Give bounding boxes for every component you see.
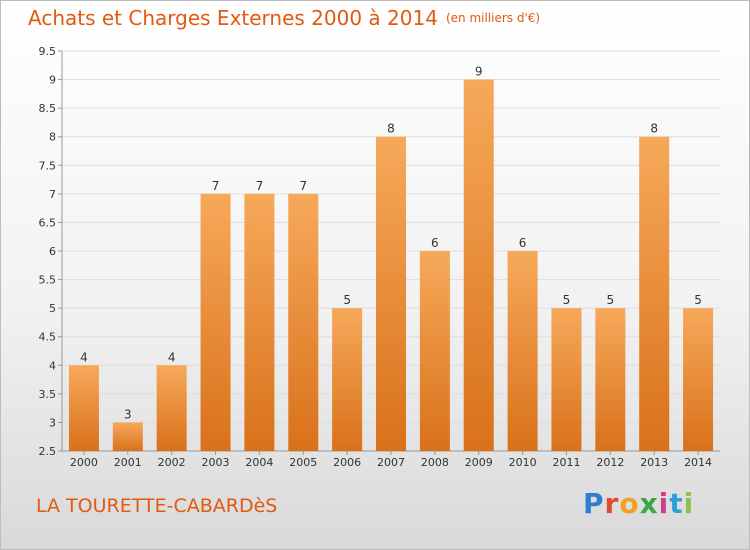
x-tick-label: 2000 (70, 456, 98, 469)
y-tick-label: 2.5 (39, 445, 57, 458)
bar-value-label: 7 (212, 179, 220, 193)
x-tick-label: 2011 (552, 456, 580, 469)
x-tick-label: 2005 (289, 456, 317, 469)
bar-value-label: 4 (168, 350, 176, 364)
bar (112, 422, 143, 451)
logo-letter: P (583, 487, 605, 520)
x-tick-label: 2004 (245, 456, 273, 469)
y-tick-label: 7.5 (39, 159, 57, 172)
logo-letter: i (658, 487, 670, 520)
logo-letter: o (619, 487, 640, 520)
bar-value-label: 8 (650, 122, 658, 136)
bar-value-label: 6 (519, 236, 527, 250)
bar-value-label: 9 (475, 65, 483, 79)
y-tick-label: 4.5 (39, 331, 57, 344)
chart-title: Achats et Charges Externes 2000 à 2014 (e… (28, 6, 540, 30)
y-tick-label: 3 (49, 416, 56, 429)
bar (332, 308, 363, 451)
bar (639, 136, 670, 451)
x-tick-label: 2003 (202, 456, 230, 469)
title-unit: (en milliers d'€) (445, 11, 541, 25)
x-tick-label: 2008 (421, 456, 449, 469)
bar-value-label: 7 (256, 179, 264, 193)
bar (200, 193, 231, 451)
bar (595, 308, 626, 451)
bar (551, 308, 582, 451)
x-tick-label: 2012 (596, 456, 624, 469)
bar (376, 136, 406, 451)
x-tick-label: 2007 (377, 456, 405, 469)
x-tick-label: 2002 (158, 456, 186, 469)
bar-value-label: 5 (694, 293, 702, 307)
x-tick-label: 2009 (465, 456, 493, 469)
bar (507, 251, 538, 451)
bar-value-label: 8 (387, 122, 395, 136)
x-tick-label: 2010 (509, 456, 537, 469)
labels: 4 2000 3 2001 4 2002 7 2003 7 2004 7 2005 5 2006 8 2007… (70, 65, 712, 469)
bar (463, 79, 494, 452)
bar (288, 193, 319, 451)
bars (68, 79, 714, 452)
bar (244, 193, 275, 451)
y-tick-label: 9 (49, 74, 56, 87)
commune-name: LA TOURETTE-CABARDèS (36, 495, 278, 517)
logo-letter: x (639, 487, 659, 520)
title-text: Achats et Charges Externes 2000 à 2014 (28, 6, 438, 30)
logo-letter: t (669, 487, 684, 520)
bar-value-label: 4 (80, 350, 88, 364)
bar-value-label: 5 (563, 293, 571, 307)
proxiti-logo: Proxiti (583, 487, 694, 520)
bar-value-label: 5 (343, 293, 351, 307)
logo-letter: r (604, 487, 620, 520)
y-tick-label: 7 (49, 188, 56, 201)
y-tick-label: 3.5 (39, 388, 57, 401)
bar-value-label: 6 (431, 236, 439, 250)
y-tick-label: 8.5 (39, 102, 57, 115)
x-tick-label: 2006 (333, 456, 361, 469)
bar (419, 251, 450, 451)
x-tick-label: 2014 (684, 456, 712, 469)
y-tick-label: 6.5 (39, 216, 57, 229)
bar-value-label: 7 (299, 179, 307, 193)
x-tick-label: 2001 (114, 456, 142, 469)
x-tick-label: 2013 (640, 456, 668, 469)
bar (683, 308, 714, 451)
logo-letter: i (683, 487, 695, 520)
y-tick-label: 8 (49, 131, 56, 144)
bar (68, 365, 99, 451)
y-tick-label: 9.5 (39, 45, 57, 58)
bar (156, 365, 187, 451)
y-tick-label: 4 (49, 359, 56, 372)
y-tick-label: 5 (49, 302, 56, 315)
y-tick-label: 5.5 (39, 274, 57, 287)
bar-value-label: 5 (607, 293, 615, 307)
bar-value-label: 3 (124, 407, 132, 421)
y-tick-label: 6 (49, 245, 56, 258)
